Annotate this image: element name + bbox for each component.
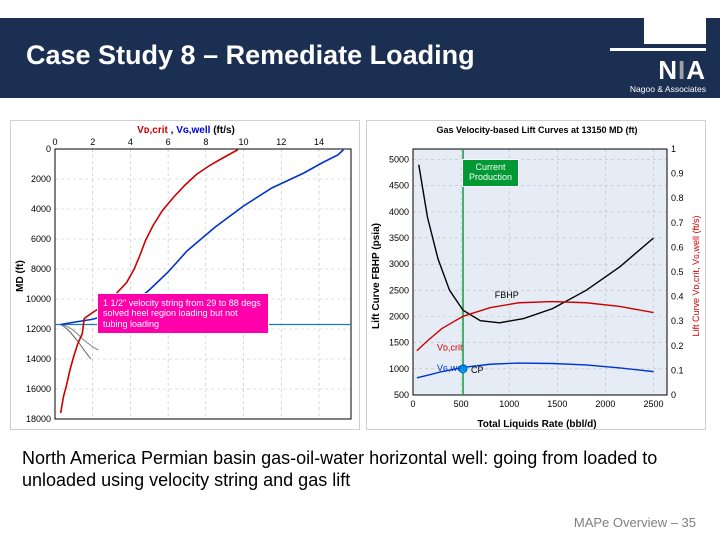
svg-text:0: 0 xyxy=(46,144,51,154)
svg-text:2000: 2000 xyxy=(389,311,409,321)
svg-text:Vɢ,well: Vɢ,well xyxy=(437,363,466,373)
svg-text:10000: 10000 xyxy=(26,294,51,304)
svg-text:Vᴅ,crit: Vᴅ,crit xyxy=(437,343,463,353)
svg-text:8000: 8000 xyxy=(31,264,51,274)
svg-text:2: 2 xyxy=(90,137,95,147)
right-chart: 0500100015002000250050010001500200025003… xyxy=(366,120,706,430)
svg-text:0: 0 xyxy=(52,137,57,147)
svg-text:0: 0 xyxy=(410,399,415,409)
svg-text:1500: 1500 xyxy=(547,399,567,409)
svg-text:6000: 6000 xyxy=(31,234,51,244)
svg-text:1: 1 xyxy=(671,144,676,154)
svg-text:6: 6 xyxy=(166,137,171,147)
logo: NIA Nagoo & Associates xyxy=(610,4,706,94)
svg-text:MD (ft): MD (ft) xyxy=(15,260,26,292)
svg-text:18000: 18000 xyxy=(26,414,51,424)
svg-text:3000: 3000 xyxy=(389,259,409,269)
svg-text:0: 0 xyxy=(671,390,676,400)
svg-text:0.3: 0.3 xyxy=(671,316,684,326)
left-chart: 0 2 4 6 8 10 12 14 0 2000 4000 6000 8000 10000 12000 14… xyxy=(10,120,360,430)
svg-text:12: 12 xyxy=(276,137,286,147)
svg-text:12000: 12000 xyxy=(26,324,51,334)
right-chart-svg: 0500100015002000250050010001500200025003… xyxy=(367,121,707,431)
svg-text:10: 10 xyxy=(239,137,249,147)
svg-text:4: 4 xyxy=(128,137,133,147)
logo-box xyxy=(644,4,706,44)
svg-text:Lift Curve Vᴅ,crit, Vɢ,well (f: Lift Curve Vᴅ,crit, Vɢ,well (ft/s) xyxy=(691,215,701,336)
svg-text:0.4: 0.4 xyxy=(671,292,684,302)
velocity-string-callout: 1 1/2" velocity string from 29 to 88 deg… xyxy=(97,293,269,334)
svg-text:5000: 5000 xyxy=(389,154,409,164)
svg-text:0.5: 0.5 xyxy=(671,267,684,277)
logo-text: NIA xyxy=(610,55,706,86)
logo-subtext: Nagoo & Associates xyxy=(610,84,706,94)
svg-text:FBHP: FBHP xyxy=(495,290,519,300)
logo-rule xyxy=(610,48,706,51)
svg-text:2000: 2000 xyxy=(595,399,615,409)
svg-text:2000: 2000 xyxy=(31,174,51,184)
svg-text:1500: 1500 xyxy=(389,338,409,348)
svg-text:CP: CP xyxy=(471,365,484,375)
svg-text:0.7: 0.7 xyxy=(671,218,684,228)
svg-text:0.6: 0.6 xyxy=(671,242,684,252)
svg-text:16000: 16000 xyxy=(26,384,51,394)
svg-text:0.9: 0.9 xyxy=(671,169,684,179)
svg-text:14000: 14000 xyxy=(26,354,51,364)
title-bar: Case Study 8 – Remediate Loading NIA Nag… xyxy=(0,18,720,98)
svg-text:0.2: 0.2 xyxy=(671,341,684,351)
svg-text:500: 500 xyxy=(394,390,409,400)
footer: MAPe Overview – 35 xyxy=(574,515,696,530)
svg-text:1000: 1000 xyxy=(499,399,519,409)
left-chart-svg: 0 2 4 6 8 10 12 14 0 2000 4000 6000 8000 10000 12000 14… xyxy=(11,121,361,431)
svg-text:2500: 2500 xyxy=(644,399,664,409)
svg-text:0.8: 0.8 xyxy=(671,193,684,203)
svg-text:Lift Curve FBHP (psia): Lift Curve FBHP (psia) xyxy=(371,223,382,329)
svg-text:3500: 3500 xyxy=(389,233,409,243)
svg-text:4000: 4000 xyxy=(31,204,51,214)
svg-text:2500: 2500 xyxy=(389,285,409,295)
svg-text:4500: 4500 xyxy=(389,181,409,191)
current-production-callout: CurrentProduction xyxy=(462,159,519,187)
svg-text:4000: 4000 xyxy=(389,207,409,217)
svg-text:500: 500 xyxy=(454,399,469,409)
svg-text:Gas Velocity-based Lift Curves: Gas Velocity-based Lift Curves at 13150 … xyxy=(436,125,637,135)
svg-text:14: 14 xyxy=(314,137,324,147)
svg-text:8: 8 xyxy=(203,137,208,147)
caption: North America Permian basin gas-oil-wate… xyxy=(22,448,702,491)
slide: Case Study 8 – Remediate Loading NIA Nag… xyxy=(0,0,720,540)
slide-title: Case Study 8 – Remediate Loading xyxy=(26,40,475,71)
svg-text:1000: 1000 xyxy=(389,364,409,374)
charts-row: 0246810121402000400060008000100001200014… xyxy=(10,120,710,430)
svg-text:0.1: 0.1 xyxy=(671,365,684,375)
svg-text:Vᴅ,crit , Vɢ,well (ft/s): Vᴅ,crit , Vɢ,well (ft/s) xyxy=(137,125,235,136)
svg-text:Total Liquids Rate (bbl/d): Total Liquids Rate (bbl/d) xyxy=(477,419,596,430)
